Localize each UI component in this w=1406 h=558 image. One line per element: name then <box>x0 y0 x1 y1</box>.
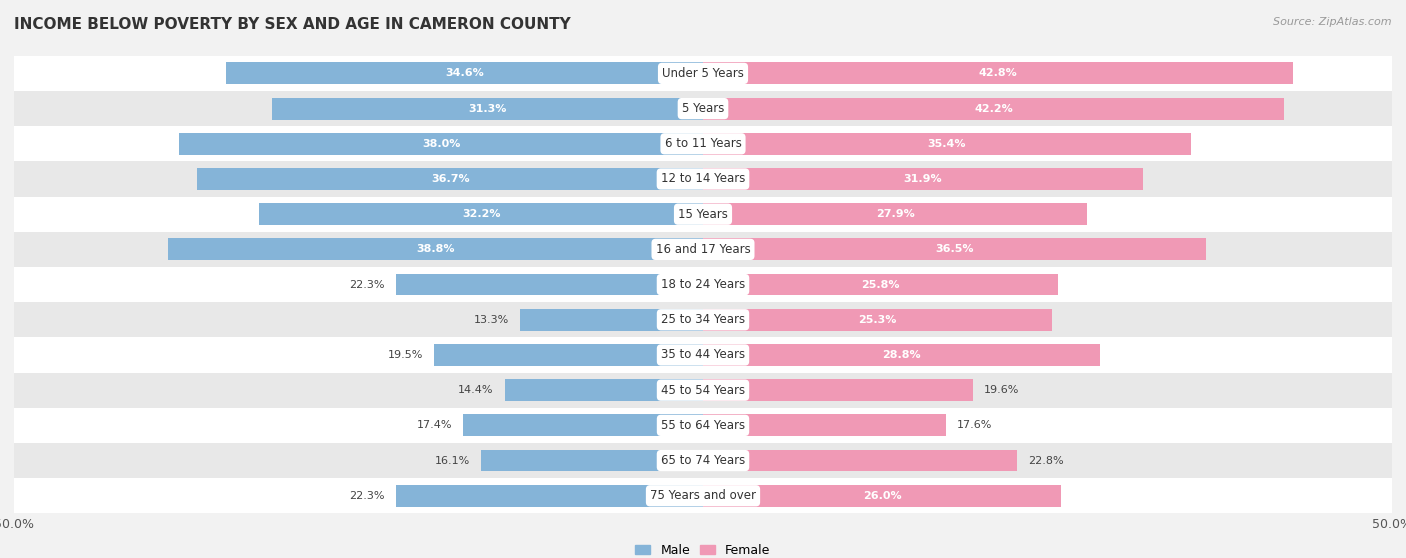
Bar <box>14 56 1392 91</box>
Bar <box>14 196 1392 232</box>
Bar <box>703 62 1292 84</box>
Text: 16 and 17 Years: 16 and 17 Years <box>655 243 751 256</box>
Bar <box>197 168 703 190</box>
Bar <box>703 273 1059 296</box>
Text: 18 to 24 Years: 18 to 24 Years <box>661 278 745 291</box>
Text: 25.8%: 25.8% <box>862 280 900 290</box>
Text: 26.0%: 26.0% <box>863 491 901 501</box>
Text: 16.1%: 16.1% <box>434 455 470 465</box>
Bar <box>169 238 703 260</box>
Bar <box>14 91 1392 126</box>
Bar <box>259 203 703 225</box>
Bar <box>520 309 703 331</box>
Bar <box>463 415 703 436</box>
Bar <box>14 478 1392 513</box>
Text: 25 to 34 Years: 25 to 34 Years <box>661 313 745 326</box>
Legend: Male, Female: Male, Female <box>630 539 776 558</box>
Bar <box>271 98 703 119</box>
Bar <box>395 485 703 507</box>
Text: 32.2%: 32.2% <box>463 209 501 219</box>
Text: 75 Years and over: 75 Years and over <box>650 489 756 502</box>
Text: 17.6%: 17.6% <box>956 420 991 430</box>
Text: 15 Years: 15 Years <box>678 208 728 220</box>
Bar <box>703 450 1017 472</box>
Bar <box>703 344 1099 366</box>
Text: 38.0%: 38.0% <box>422 139 460 149</box>
Text: 19.6%: 19.6% <box>984 385 1019 395</box>
Text: 35 to 44 Years: 35 to 44 Years <box>661 349 745 362</box>
Bar <box>703 133 1191 155</box>
Text: 12 to 14 Years: 12 to 14 Years <box>661 172 745 185</box>
Text: INCOME BELOW POVERTY BY SEX AND AGE IN CAMERON COUNTY: INCOME BELOW POVERTY BY SEX AND AGE IN C… <box>14 17 571 32</box>
Text: 22.3%: 22.3% <box>349 491 385 501</box>
Bar <box>703 415 945 436</box>
Bar <box>226 62 703 84</box>
Text: 13.3%: 13.3% <box>474 315 509 325</box>
Text: Under 5 Years: Under 5 Years <box>662 67 744 80</box>
Bar <box>14 267 1392 302</box>
Bar <box>505 379 703 401</box>
Text: 65 to 74 Years: 65 to 74 Years <box>661 454 745 467</box>
Bar <box>14 408 1392 443</box>
Text: 22.8%: 22.8% <box>1028 455 1064 465</box>
Bar <box>14 232 1392 267</box>
Text: 45 to 54 Years: 45 to 54 Years <box>661 384 745 397</box>
Bar <box>14 302 1392 338</box>
Text: 25.3%: 25.3% <box>858 315 897 325</box>
Bar <box>180 133 703 155</box>
Text: 42.2%: 42.2% <box>974 104 1014 114</box>
Text: 31.3%: 31.3% <box>468 104 506 114</box>
Bar <box>703 238 1206 260</box>
Bar <box>703 379 973 401</box>
Text: 27.9%: 27.9% <box>876 209 914 219</box>
Text: 17.4%: 17.4% <box>416 420 453 430</box>
Bar <box>703 309 1052 331</box>
Text: 36.7%: 36.7% <box>430 174 470 184</box>
Text: 55 to 64 Years: 55 to 64 Years <box>661 419 745 432</box>
Text: 28.8%: 28.8% <box>882 350 921 360</box>
Text: 36.5%: 36.5% <box>935 244 974 254</box>
Bar <box>703 98 1285 119</box>
Bar <box>14 338 1392 373</box>
Text: 14.4%: 14.4% <box>458 385 494 395</box>
Text: 35.4%: 35.4% <box>928 139 966 149</box>
Bar <box>703 203 1087 225</box>
Text: 6 to 11 Years: 6 to 11 Years <box>665 137 741 150</box>
Text: 19.5%: 19.5% <box>388 350 423 360</box>
Bar <box>14 126 1392 161</box>
Bar <box>14 373 1392 408</box>
Bar <box>395 273 703 296</box>
Bar <box>14 443 1392 478</box>
Text: Source: ZipAtlas.com: Source: ZipAtlas.com <box>1274 17 1392 27</box>
Bar <box>14 161 1392 196</box>
Text: 42.8%: 42.8% <box>979 69 1018 78</box>
Bar <box>703 485 1062 507</box>
Text: 34.6%: 34.6% <box>446 69 484 78</box>
Bar <box>481 450 703 472</box>
Bar <box>434 344 703 366</box>
Text: 31.9%: 31.9% <box>904 174 942 184</box>
Text: 5 Years: 5 Years <box>682 102 724 115</box>
Text: 38.8%: 38.8% <box>416 244 456 254</box>
Text: 22.3%: 22.3% <box>349 280 385 290</box>
Bar <box>703 168 1143 190</box>
